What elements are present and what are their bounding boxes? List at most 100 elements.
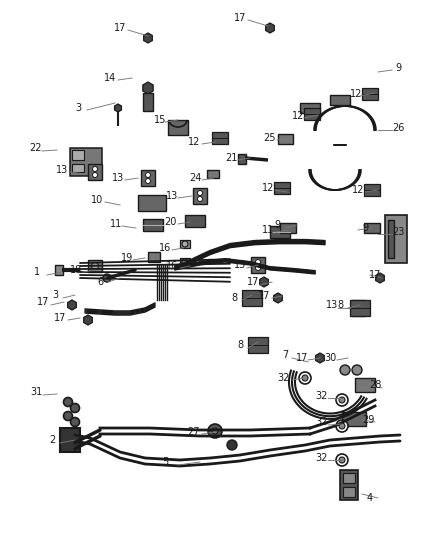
Bar: [207, 170, 219, 178]
Circle shape: [356, 303, 360, 308]
Bar: [388, 220, 394, 258]
Text: 13: 13: [166, 191, 178, 201]
Circle shape: [227, 440, 237, 450]
Text: 9: 9: [274, 220, 280, 230]
Bar: [70, 148, 102, 176]
Text: 17: 17: [114, 23, 126, 33]
Text: 24: 24: [189, 173, 201, 183]
Text: 2: 2: [49, 435, 55, 445]
Text: 25: 25: [264, 133, 276, 143]
Bar: [343, 473, 355, 483]
Circle shape: [336, 394, 348, 406]
Bar: [304, 108, 320, 120]
Polygon shape: [316, 353, 324, 363]
Text: 28: 28: [369, 380, 381, 390]
Bar: [143, 93, 153, 111]
Polygon shape: [376, 273, 384, 283]
Text: 17: 17: [369, 270, 381, 280]
Bar: [362, 88, 378, 100]
Circle shape: [352, 365, 362, 375]
Bar: [364, 223, 380, 233]
Text: 16: 16: [166, 261, 178, 271]
Bar: [238, 154, 246, 164]
Bar: [180, 240, 190, 248]
Text: 15: 15: [154, 115, 166, 125]
Text: 26: 26: [392, 123, 404, 133]
Circle shape: [339, 397, 345, 403]
Text: 1: 1: [34, 267, 40, 277]
Text: 3: 3: [52, 290, 58, 300]
Bar: [180, 258, 190, 266]
Circle shape: [339, 423, 345, 429]
Bar: [350, 300, 370, 316]
Circle shape: [71, 403, 80, 413]
Text: 7: 7: [282, 350, 288, 360]
Text: 32: 32: [316, 391, 328, 401]
Circle shape: [182, 259, 188, 265]
Circle shape: [103, 274, 111, 282]
Text: 32: 32: [278, 373, 290, 383]
Text: 17: 17: [234, 13, 246, 23]
Bar: [278, 134, 293, 144]
Bar: [330, 95, 350, 105]
Circle shape: [64, 398, 73, 407]
Bar: [138, 195, 166, 211]
Text: 17: 17: [247, 277, 259, 287]
Text: 11: 11: [110, 219, 122, 229]
Bar: [168, 120, 188, 135]
Polygon shape: [260, 277, 268, 287]
Text: 16: 16: [159, 243, 171, 253]
Bar: [342, 412, 366, 426]
Text: 32: 32: [316, 453, 328, 463]
Bar: [248, 337, 268, 353]
Text: 14: 14: [104, 73, 116, 83]
Circle shape: [198, 190, 202, 196]
Bar: [72, 150, 84, 160]
Bar: [60, 428, 80, 452]
Text: 12: 12: [352, 185, 364, 195]
Polygon shape: [67, 300, 76, 310]
Circle shape: [92, 262, 99, 270]
Bar: [343, 487, 355, 497]
Text: 10: 10: [91, 195, 103, 205]
Circle shape: [255, 265, 261, 271]
Polygon shape: [266, 23, 274, 33]
Text: 21: 21: [225, 153, 237, 163]
Text: 18: 18: [70, 265, 82, 275]
Circle shape: [212, 428, 218, 434]
Bar: [340, 470, 358, 500]
Text: 6: 6: [97, 277, 103, 287]
Bar: [72, 164, 84, 172]
Text: 19: 19: [121, 253, 133, 263]
Bar: [242, 290, 262, 306]
Bar: [270, 226, 290, 238]
Text: 29: 29: [362, 415, 374, 425]
Bar: [364, 184, 380, 196]
Text: 8: 8: [337, 300, 343, 310]
Text: 23: 23: [392, 227, 404, 237]
Bar: [141, 170, 155, 186]
Text: 17: 17: [258, 291, 270, 301]
Bar: [351, 300, 365, 316]
Bar: [300, 103, 320, 113]
Circle shape: [198, 197, 202, 201]
Text: 31: 31: [30, 387, 42, 397]
Polygon shape: [143, 82, 153, 94]
Circle shape: [145, 179, 151, 183]
Circle shape: [299, 372, 311, 384]
Circle shape: [255, 260, 261, 264]
Text: 13: 13: [234, 260, 246, 270]
Text: 8: 8: [231, 293, 237, 303]
Polygon shape: [274, 293, 283, 303]
Text: 12: 12: [188, 137, 200, 147]
Bar: [185, 215, 205, 227]
Text: 12: 12: [350, 89, 362, 99]
Circle shape: [340, 365, 350, 375]
Text: 9: 9: [395, 63, 401, 73]
Polygon shape: [114, 104, 121, 112]
Text: 30: 30: [324, 353, 336, 363]
Bar: [88, 260, 102, 272]
Bar: [355, 378, 375, 392]
Bar: [88, 164, 102, 180]
Text: 12: 12: [262, 183, 274, 193]
